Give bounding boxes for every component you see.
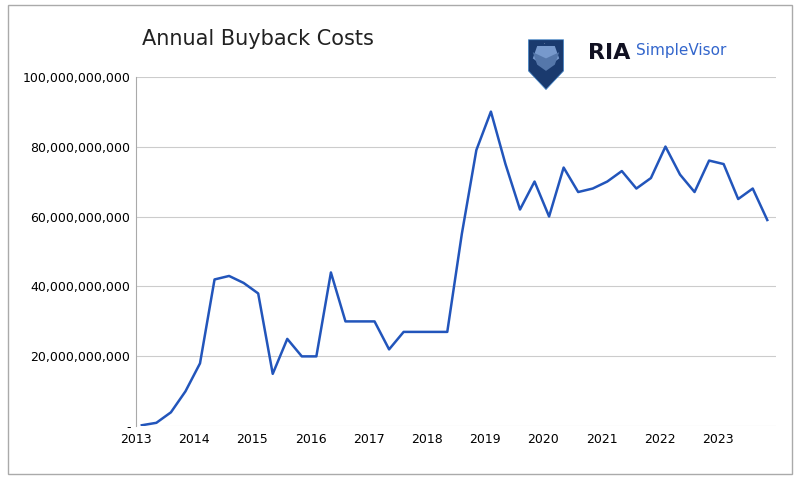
Polygon shape <box>533 52 559 71</box>
Text: ★: ★ <box>544 43 546 44</box>
Polygon shape <box>533 46 559 65</box>
Text: SimpleVisor: SimpleVisor <box>636 43 726 58</box>
Text: Annual Buyback Costs: Annual Buyback Costs <box>142 29 374 49</box>
Text: RIA: RIA <box>588 43 630 63</box>
Polygon shape <box>528 40 564 90</box>
